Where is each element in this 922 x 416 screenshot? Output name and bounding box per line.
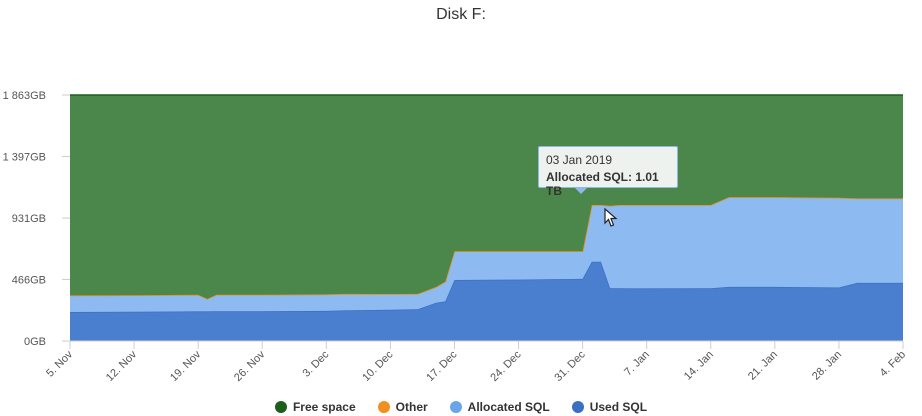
x-tick-label: 21. Jan [746,349,780,383]
legend: Free space Other Allocated SQL Used SQL [0,400,922,414]
x-tick-label: 14. Jan [682,349,716,383]
legend-dot-icon [274,401,287,413]
series-area-allocated-sql[interactable] [70,197,903,312]
legend-label: Allocated SQL [467,400,550,414]
legend-item-allocated-sql[interactable]: Allocated SQL [449,400,550,414]
tooltip-date: 03 Jan 2019 [546,153,613,167]
series-area-used-sql[interactable] [70,261,903,341]
series-area-free-space[interactable] [70,95,903,299]
y-tick-label: 0GB [24,336,46,348]
legend-dot-icon [571,401,584,413]
y-tick-label: 1 863GB [3,90,46,102]
x-tick-label: 10. Dec [360,348,396,384]
legend-label: Used SQL [589,400,648,414]
legend-item-other[interactable]: Other [377,400,428,414]
y-tick-label: 466GB [12,274,46,286]
legend-dot-icon [377,401,390,413]
x-tick-label: 12. Nov [104,348,140,384]
x-tick-label: 7. Jan [622,349,652,379]
x-tick-label: 31. Dec [552,348,588,384]
x-tick-label: 17. Dec [424,348,460,384]
tooltip-value: Allocated SQL: 1.01 TB [546,170,659,198]
area-layer [69,94,903,341]
x-tick-label: 3. Dec [300,348,331,379]
tooltip-arrow [575,188,587,194]
x-tick-label: 26. Nov [232,348,268,384]
legend-label: Free space [292,400,356,414]
x-tick-label: 24. Dec [488,348,524,384]
x-tick-label: 19. Nov [168,348,204,384]
y-tick-label: 931GB [12,213,46,225]
x-tick-label: 4. Feb [878,349,909,380]
legend-item-free-space[interactable]: Free space [274,400,356,414]
y-tick-label: 1 397GB [3,152,46,164]
x-tick-label: 28. Jan [810,349,844,383]
chart-title: Disk F: [436,6,486,23]
mouse-cursor-icon [604,208,618,227]
x-tick-label: 5. Nov [44,348,75,379]
tooltip: 03 Jan 2019 Allocated SQL: 1.01 TB [538,146,678,198]
legend-label: Other [395,400,428,414]
legend-dot-icon [449,401,462,413]
legend-item-used-sql[interactable]: Used SQL [571,400,648,414]
